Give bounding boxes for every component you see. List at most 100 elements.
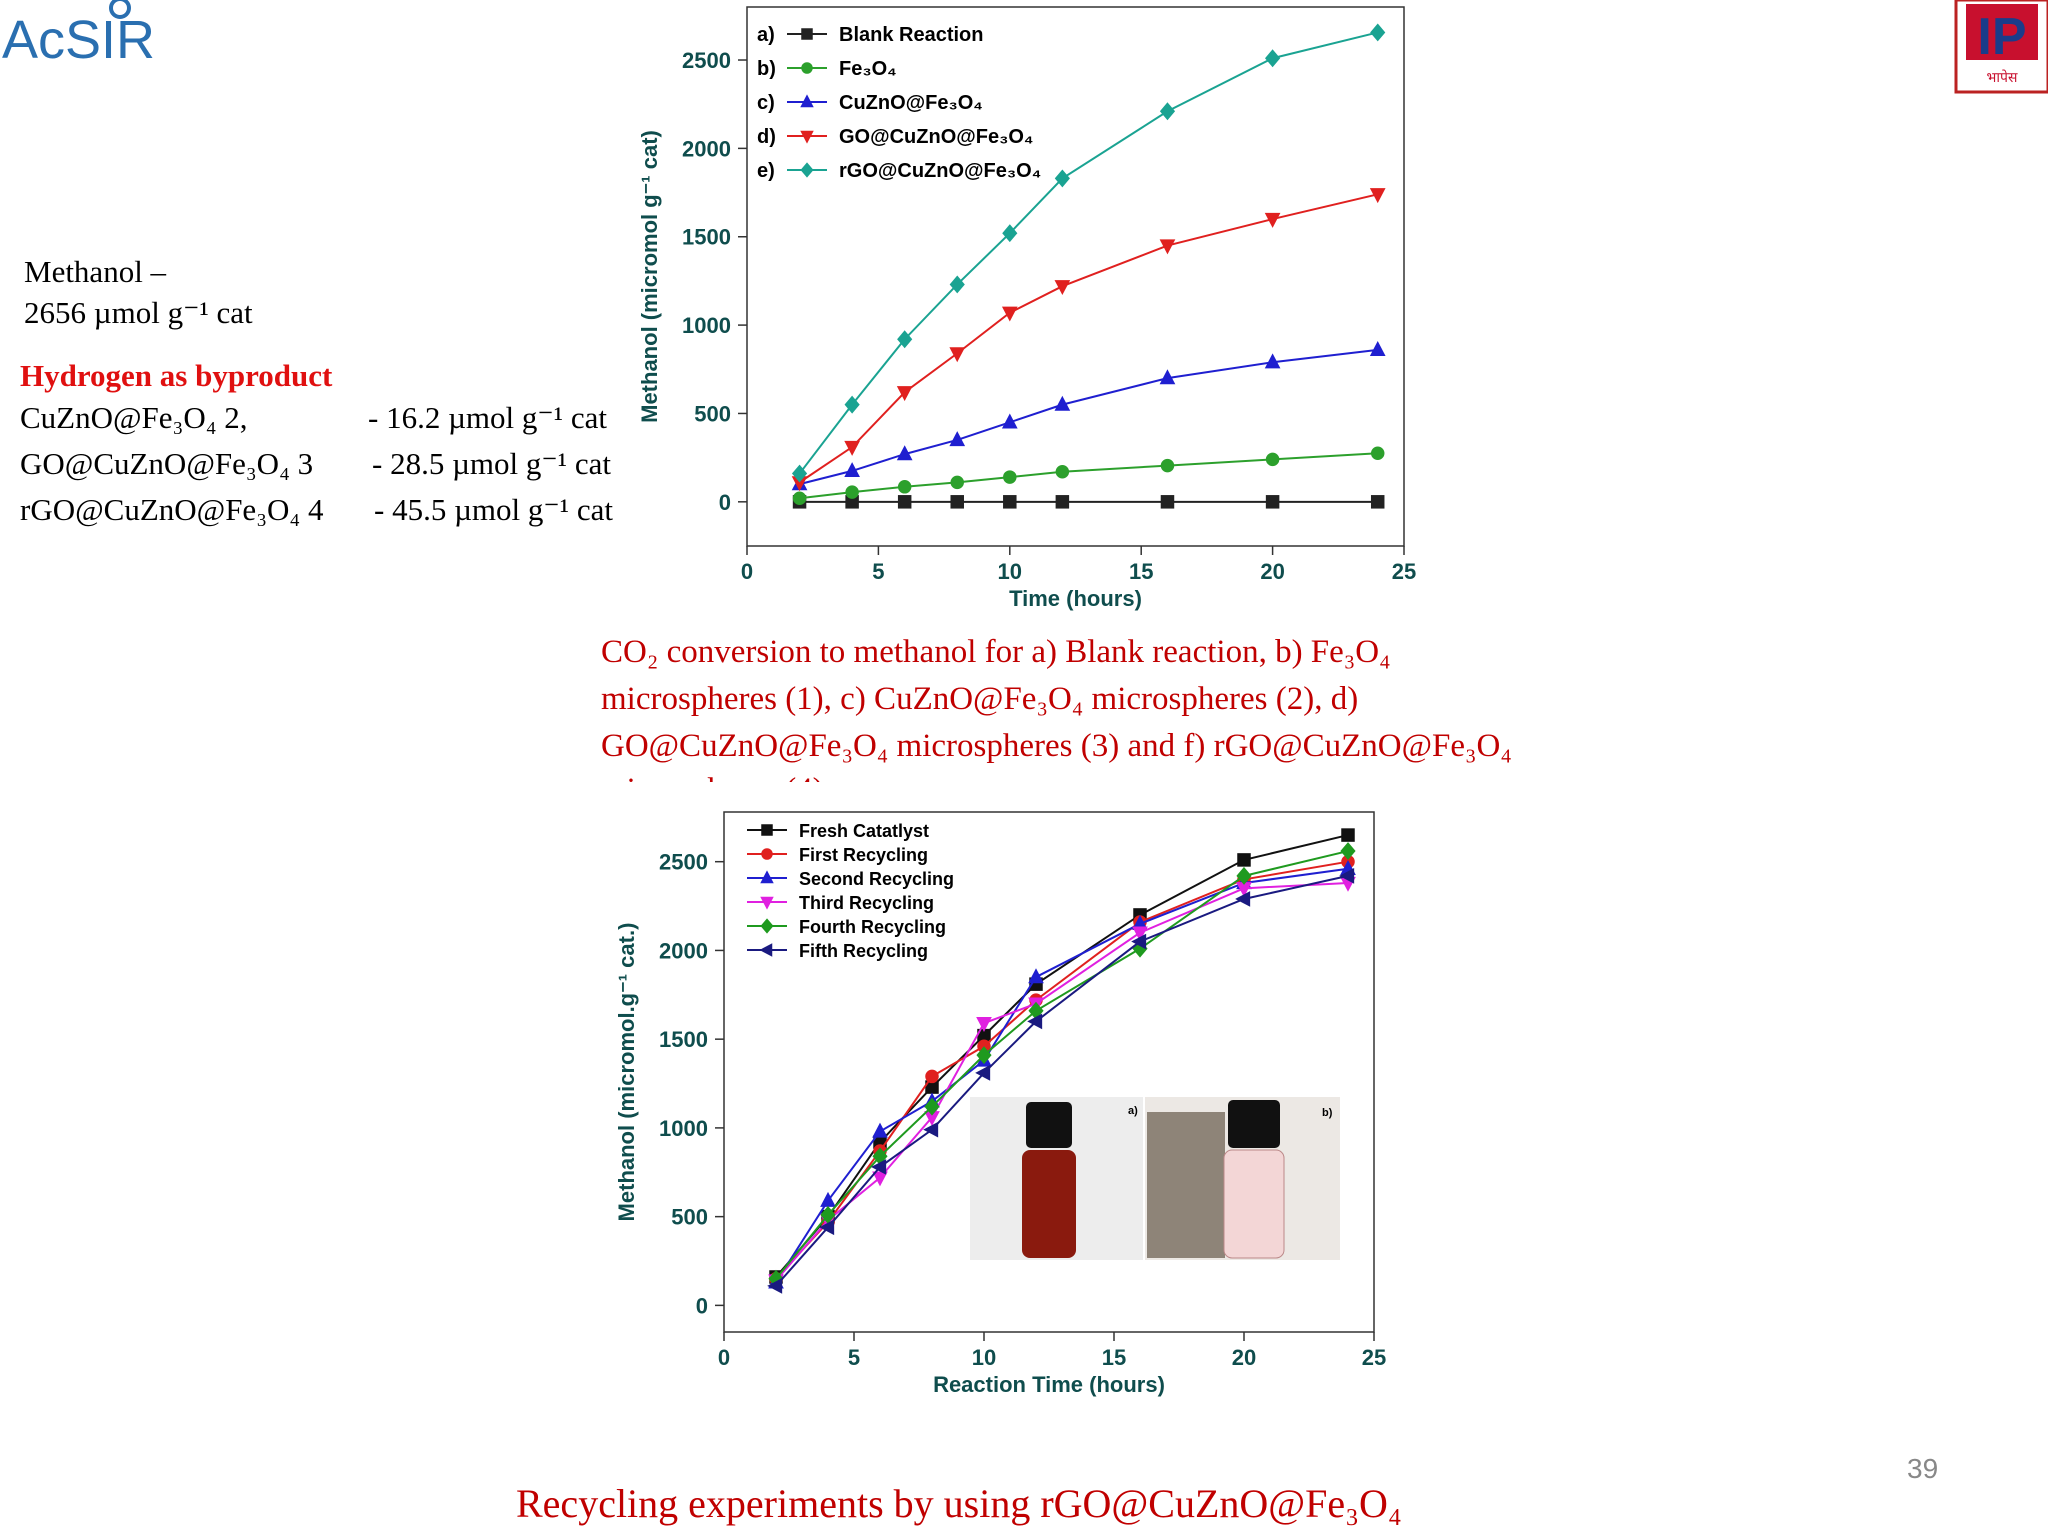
series-line	[799, 348, 1378, 486]
legend-prefix: d)	[757, 126, 776, 148]
legend-prefix: a)	[757, 24, 775, 46]
marker	[975, 1065, 991, 1081]
vial-a	[1022, 1150, 1076, 1258]
marker	[1003, 470, 1017, 484]
x-tick-label: 25	[1362, 1345, 1386, 1370]
x-tick-label: 15	[1102, 1345, 1126, 1370]
y-tick-label: 2500	[659, 850, 708, 875]
marker	[1027, 1013, 1043, 1030]
x-tick-label: 5	[848, 1345, 860, 1370]
marker	[1264, 212, 1281, 228]
marker	[871, 1159, 887, 1175]
note-amount: - 16.2 µmol g⁻¹ cat	[368, 400, 607, 435]
x-tick-label: 10	[998, 559, 1022, 584]
marker	[800, 94, 814, 108]
iip-logo-caption: भापेस	[1987, 69, 2018, 86]
x-tick-label: 10	[972, 1345, 996, 1370]
marker	[1028, 968, 1044, 984]
inset-photo: a) b)	[970, 1097, 1340, 1260]
y-tick-label: 2000	[659, 938, 708, 963]
legend-label: GO@CuZnO@Fe₃O₄	[839, 126, 1033, 148]
note-amount: - 28.5 µmol g⁻¹ cat	[372, 446, 611, 481]
note-catalyst: CuZnO@Fe₃O₄ 2,	[20, 400, 248, 435]
marker	[1160, 458, 1175, 473]
y-tick-label: 1500	[682, 225, 731, 250]
marker	[792, 491, 807, 506]
inset-label: a)	[1128, 1105, 1138, 1117]
marker	[1265, 49, 1281, 68]
legend-prefix: b)	[757, 58, 776, 80]
y-tick-label: 500	[694, 401, 731, 426]
marker	[949, 275, 965, 294]
marker	[760, 870, 774, 884]
y-tick-label: 1000	[659, 1116, 708, 1141]
marker	[760, 918, 774, 934]
marker	[1339, 868, 1355, 884]
legend-label: Fifth Recycling	[799, 941, 928, 961]
marker	[844, 395, 860, 414]
legend-label: Fresh Catatlyst	[799, 821, 929, 841]
marker	[800, 162, 814, 178]
marker	[1054, 169, 1070, 188]
marker	[791, 464, 808, 483]
y-tick-label: 500	[671, 1205, 708, 1230]
marker	[923, 1121, 939, 1138]
marker	[1001, 413, 1018, 429]
marker	[819, 1219, 835, 1236]
marker	[845, 485, 859, 499]
note-catalyst: rGO@CuZnO@Fe₃O₄ 4	[20, 492, 324, 527]
marker	[896, 445, 913, 461]
y-axis-label: Methanol (micromol.g⁻¹ cat.)	[614, 923, 639, 1222]
marker	[844, 462, 860, 478]
plot-frame	[746, 6, 1405, 547]
vial-b-cap	[1228, 1100, 1280, 1148]
marker	[1160, 495, 1175, 509]
legend-prefix: e)	[757, 160, 775, 182]
y-tick-label: 1500	[659, 1027, 708, 1052]
marker	[1340, 842, 1356, 861]
magnet	[1147, 1112, 1225, 1258]
marker	[949, 347, 966, 363]
caption-line: microspheres (1), c) CuZnO@Fe₃O₄ microsp…	[601, 681, 1358, 717]
x-tick-label: 15	[1129, 559, 1153, 584]
x-axis-label: Time (hours)	[1009, 586, 1142, 611]
x-axis-label: Reaction Time (hours)	[933, 1372, 1165, 1397]
marker	[820, 1205, 836, 1224]
acsir-logo: AcSIR	[2, 10, 155, 70]
marker	[1237, 853, 1251, 867]
y-tick-label: 0	[696, 1293, 708, 1318]
y-tick-label: 1000	[682, 313, 731, 338]
marker	[1235, 891, 1251, 907]
legend-label: Fe₃O₄	[839, 58, 897, 80]
logo-gear	[109, 0, 131, 19]
marker	[925, 1069, 939, 1084]
marker	[1055, 495, 1070, 509]
legend-label: Fourth Recycling	[799, 917, 946, 937]
marker	[800, 130, 814, 144]
caption-line: GO@CuZnO@Fe₃O₄ microspheres (3) and f) r…	[601, 728, 1512, 764]
marker	[924, 1097, 940, 1116]
caption-line: microspheres (4).	[601, 772, 832, 808]
marker	[801, 28, 813, 40]
legend-label: Third Recycling	[799, 893, 934, 913]
marker	[1370, 495, 1385, 509]
marker	[896, 386, 913, 402]
legend-label: Blank Reaction	[839, 24, 983, 46]
marker	[761, 848, 773, 860]
marker	[1159, 102, 1176, 121]
marker	[1341, 828, 1355, 842]
iip-logo-bg	[1966, 4, 2038, 60]
marker	[1159, 239, 1176, 255]
x-tick-label: 5	[872, 559, 884, 584]
iip-logo-text: IP	[1977, 8, 2026, 66]
x-tick-label: 20	[1232, 1345, 1256, 1370]
x-tick-label: 0	[718, 1345, 730, 1370]
marker	[1264, 353, 1281, 369]
x-tick-label: 20	[1260, 559, 1284, 584]
marker	[1370, 23, 1386, 42]
marker	[976, 1017, 992, 1033]
note-line: 2656 µmol g⁻¹ cat	[24, 295, 253, 330]
y-tick-label: 0	[719, 490, 731, 515]
